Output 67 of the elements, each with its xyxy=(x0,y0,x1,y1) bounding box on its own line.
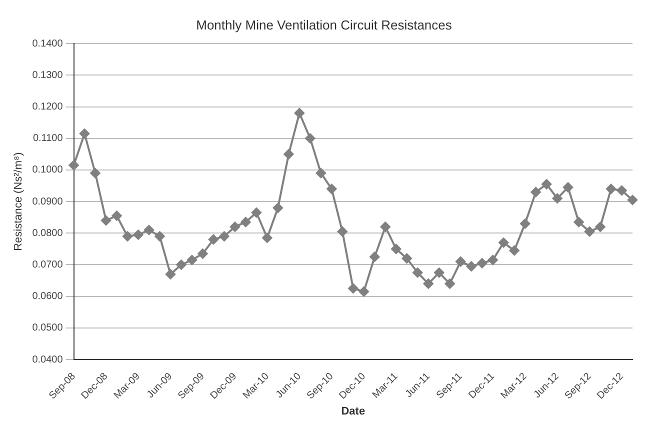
point xyxy=(574,217,584,228)
point xyxy=(272,202,283,213)
point xyxy=(284,149,294,160)
point xyxy=(498,238,509,248)
y-axis-title: Resistance (Ns²/m⁸) xyxy=(12,152,25,251)
y-tick-label: 0.1400 xyxy=(32,38,64,50)
point xyxy=(370,252,380,262)
point xyxy=(122,231,133,242)
y-tick-label: 0.1300 xyxy=(32,70,64,81)
point xyxy=(112,210,122,221)
point xyxy=(198,248,208,259)
point xyxy=(412,268,423,278)
point xyxy=(584,226,595,237)
point xyxy=(101,216,112,226)
point xyxy=(456,256,466,267)
point xyxy=(251,208,262,218)
point xyxy=(68,160,79,170)
point xyxy=(240,217,251,228)
point xyxy=(358,286,369,297)
y-tick-label: 0.1100 xyxy=(32,133,64,144)
y-tick-label: 0.1000 xyxy=(32,164,64,176)
point xyxy=(444,278,455,289)
point xyxy=(606,184,616,194)
point xyxy=(595,222,606,232)
point xyxy=(294,108,304,118)
point xyxy=(391,244,402,254)
point xyxy=(530,187,541,198)
point xyxy=(402,253,412,264)
point xyxy=(133,230,144,240)
point xyxy=(434,268,444,278)
point xyxy=(509,246,520,256)
y-tick-label: 0.0400 xyxy=(32,354,64,366)
point xyxy=(488,255,498,265)
point xyxy=(380,222,390,232)
point xyxy=(176,260,186,270)
point xyxy=(219,231,230,242)
point xyxy=(616,186,627,196)
point xyxy=(165,269,176,280)
point xyxy=(542,179,552,190)
chart-title: Monthly Mine Ventilation Circuit Resistances xyxy=(196,17,452,32)
point xyxy=(208,234,218,244)
y-tick-label: 0.1200 xyxy=(32,102,64,113)
point xyxy=(337,226,348,237)
point xyxy=(305,133,316,144)
y-tick-label: 0.0500 xyxy=(32,322,64,334)
point xyxy=(326,184,337,194)
y-tick-label: 0.0900 xyxy=(32,196,64,208)
point xyxy=(628,194,638,205)
point xyxy=(520,218,530,229)
point xyxy=(552,193,562,204)
point xyxy=(80,128,90,139)
y-tick-label: 0.0600 xyxy=(32,291,64,302)
y-tick-label: 0.0800 xyxy=(32,228,64,239)
x-axis-title: Date xyxy=(341,405,366,418)
point xyxy=(144,224,154,235)
point xyxy=(230,222,240,232)
point xyxy=(423,278,434,289)
point xyxy=(154,231,165,242)
point xyxy=(186,255,197,265)
point xyxy=(262,232,272,243)
point xyxy=(316,168,326,178)
point xyxy=(563,182,574,192)
y-tick-label: 0.0700 xyxy=(32,259,64,270)
point xyxy=(466,261,476,272)
point xyxy=(90,168,100,178)
point xyxy=(348,283,358,294)
point xyxy=(477,258,488,268)
